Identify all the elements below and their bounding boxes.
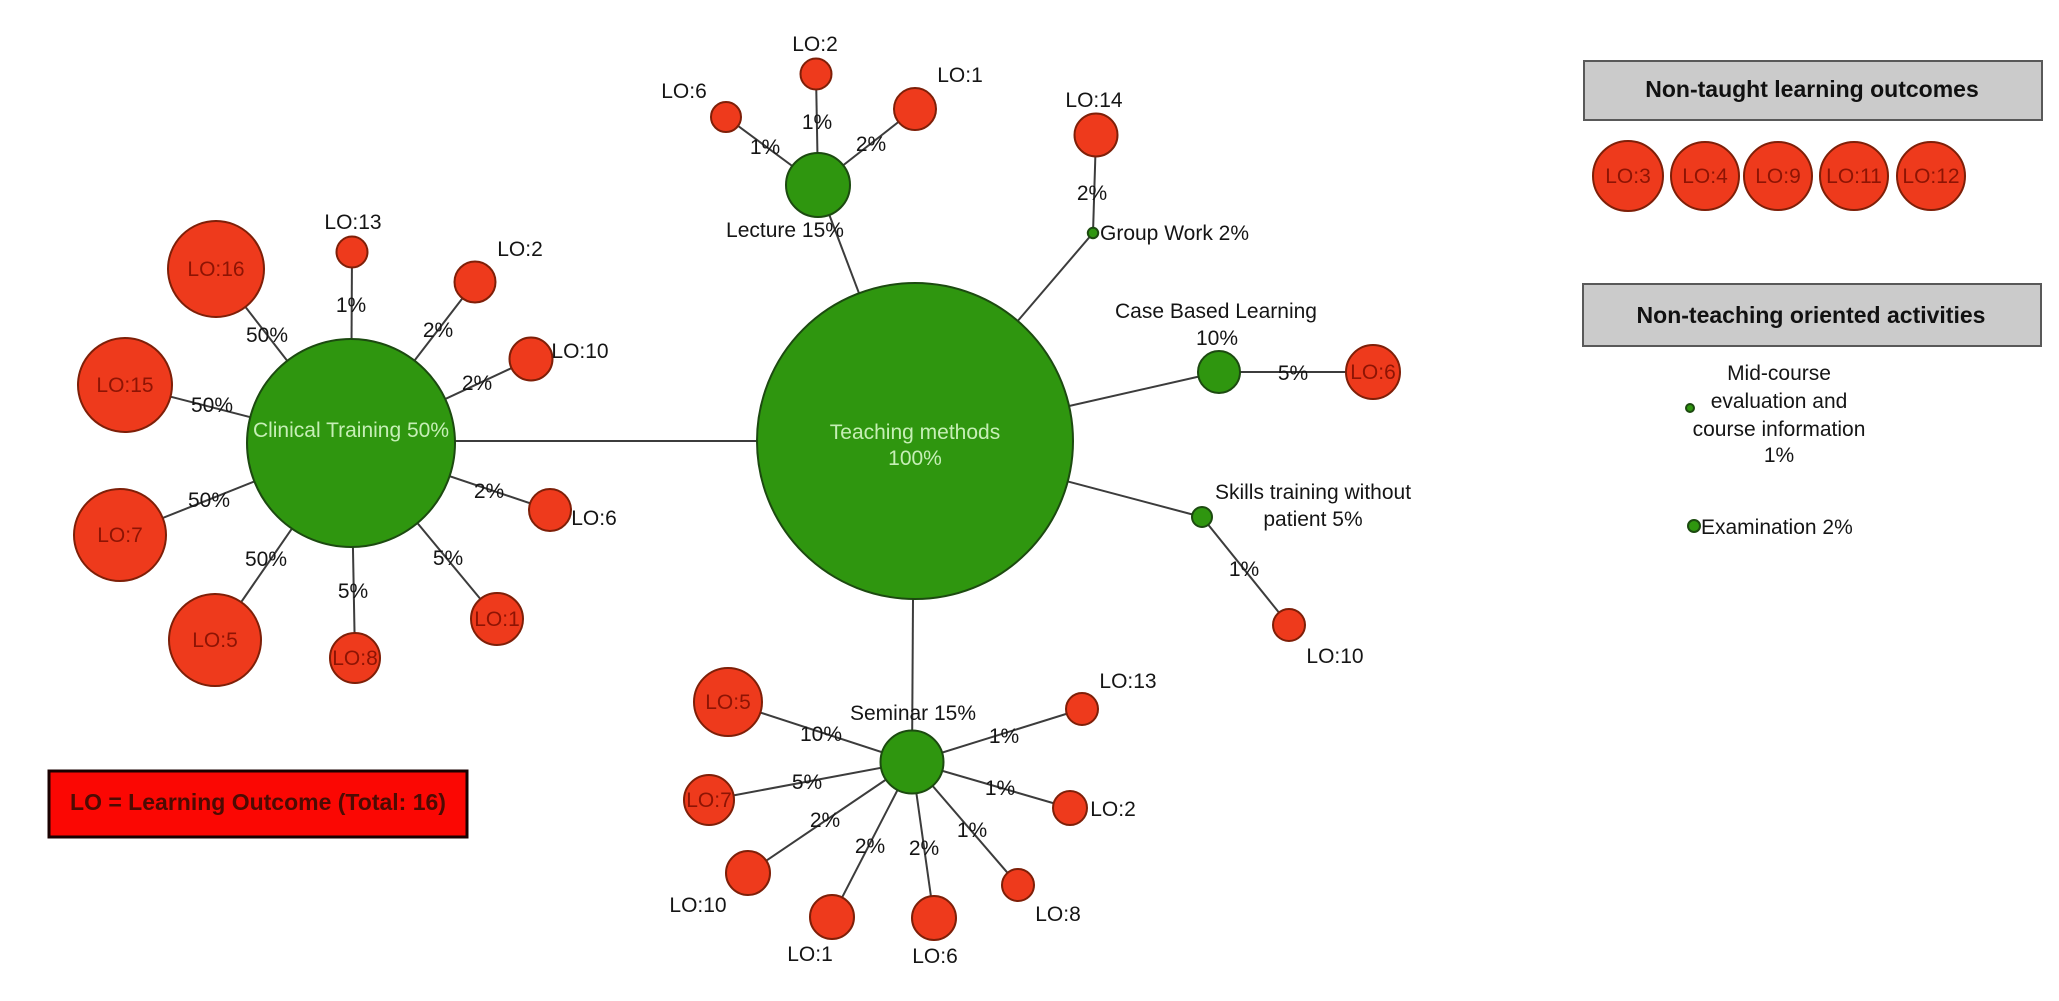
svg-text:LO:16: LO:16 — [187, 258, 244, 281]
svg-text:Teaching methods: Teaching methods — [830, 421, 1000, 444]
svg-text:1%: 1% — [336, 294, 366, 317]
svg-text:LO:8: LO:8 — [1035, 903, 1081, 926]
svg-text:2%: 2% — [810, 809, 840, 832]
svg-text:LO:8: LO:8 — [332, 647, 378, 670]
svg-text:Clinical Training 50%: Clinical Training 50% — [253, 419, 449, 442]
svg-text:100%: 100% — [888, 447, 942, 470]
svg-text:Examination 2%: Examination 2% — [1701, 516, 1853, 539]
svg-text:Group Work 2%: Group Work 2% — [1100, 222, 1249, 245]
svg-text:patient 5%: patient 5% — [1263, 508, 1362, 531]
svg-text:5%: 5% — [792, 771, 822, 794]
svg-text:1%: 1% — [1229, 558, 1259, 581]
svg-text:Non-taught learning outcomes: Non-taught learning outcomes — [1645, 76, 1979, 102]
svg-text:LO:4: LO:4 — [1682, 165, 1728, 188]
svg-text:LO:12: LO:12 — [1902, 165, 1959, 188]
svg-text:LO:1: LO:1 — [787, 943, 833, 966]
svg-text:10%: 10% — [800, 723, 842, 746]
svg-text:1%: 1% — [750, 136, 780, 159]
svg-text:Lecture 15%: Lecture 15% — [726, 219, 844, 242]
svg-text:2%: 2% — [856, 133, 886, 156]
svg-text:2%: 2% — [855, 835, 885, 858]
svg-text:5%: 5% — [433, 547, 463, 570]
svg-text:LO:1: LO:1 — [474, 608, 520, 631]
svg-text:LO:13: LO:13 — [324, 211, 381, 234]
svg-text:LO:11: LO:11 — [1826, 165, 1882, 188]
svg-text:50%: 50% — [246, 324, 288, 347]
svg-text:1%: 1% — [1764, 444, 1794, 467]
svg-text:LO:10: LO:10 — [669, 894, 726, 917]
svg-text:50%: 50% — [245, 548, 287, 571]
svg-text:LO:13: LO:13 — [1099, 670, 1156, 693]
svg-text:10%: 10% — [1196, 327, 1238, 350]
svg-text:LO:7: LO:7 — [686, 789, 732, 812]
svg-text:LO:10: LO:10 — [1306, 645, 1363, 668]
svg-text:Non-teaching oriented activiti: Non-teaching oriented activities — [1637, 302, 1986, 328]
svg-text:50%: 50% — [191, 394, 233, 417]
svg-text:LO:5: LO:5 — [705, 691, 751, 714]
svg-text:LO:2: LO:2 — [1090, 798, 1136, 821]
svg-text:LO:14: LO:14 — [1065, 89, 1123, 112]
svg-text:1%: 1% — [989, 725, 1019, 748]
svg-text:Seminar 15%: Seminar 15% — [850, 702, 976, 725]
svg-text:LO:2: LO:2 — [497, 238, 543, 261]
svg-text:LO:1: LO:1 — [937, 64, 983, 87]
svg-text:2%: 2% — [1077, 182, 1107, 205]
svg-text:course information: course information — [1693, 418, 1866, 441]
svg-text:1%: 1% — [985, 777, 1015, 800]
svg-text:1%: 1% — [802, 111, 832, 134]
svg-text:LO:6: LO:6 — [661, 80, 707, 103]
svg-text:2%: 2% — [474, 480, 504, 503]
svg-text:5%: 5% — [338, 580, 368, 603]
svg-text:LO:10: LO:10 — [551, 340, 608, 363]
svg-text:Mid-course: Mid-course — [1727, 362, 1831, 385]
svg-text:Case Based Learning: Case Based Learning — [1115, 300, 1317, 323]
svg-text:LO:6: LO:6 — [1350, 361, 1396, 384]
svg-text:50%: 50% — [188, 489, 230, 512]
svg-text:LO:15: LO:15 — [96, 374, 153, 397]
svg-text:evaluation and: evaluation and — [1711, 390, 1848, 413]
svg-text:2%: 2% — [909, 837, 939, 860]
svg-text:5%: 5% — [1278, 362, 1308, 385]
svg-text:LO:5: LO:5 — [192, 629, 238, 652]
svg-text:2%: 2% — [423, 319, 453, 342]
svg-text:2%: 2% — [462, 372, 492, 395]
svg-text:LO:2: LO:2 — [792, 33, 838, 56]
svg-text:1%: 1% — [957, 819, 987, 842]
svg-text:LO:3: LO:3 — [1605, 165, 1651, 188]
svg-text:LO:7: LO:7 — [97, 524, 143, 547]
svg-text:LO:6: LO:6 — [912, 945, 958, 968]
svg-text:LO:6: LO:6 — [571, 507, 617, 530]
svg-text:LO = Learning Outcome (Total:: LO = Learning Outcome (Total: 16) — [70, 789, 446, 815]
svg-text:Skills training without: Skills training without — [1215, 481, 1411, 504]
svg-text:LO:9: LO:9 — [1755, 165, 1801, 188]
